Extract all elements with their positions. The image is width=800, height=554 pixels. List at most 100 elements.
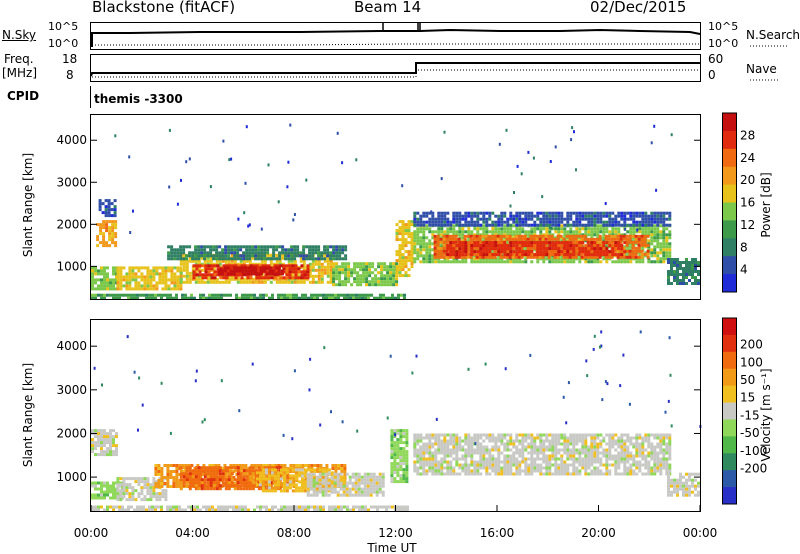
power-cbar-tick: 28 (740, 128, 755, 142)
velocity-speckle (670, 424, 673, 428)
power-speckle (336, 131, 339, 135)
velocity-speckle (291, 437, 294, 441)
velocity-blob (91, 505, 409, 512)
power-blob (667, 258, 700, 285)
power-speckle (532, 156, 535, 160)
velocity-speckle (141, 403, 144, 407)
power-speckle (248, 223, 251, 227)
power-cbar-swatch (722, 220, 736, 239)
power-cbar-swatch (722, 166, 736, 186)
power-speckle (650, 141, 653, 145)
velocity-cbar-swatch (722, 419, 736, 437)
power-speckle (228, 158, 231, 162)
velocity-speckle (484, 362, 487, 366)
power-speckle (129, 231, 132, 234)
date-title: 02/Dec/2015 (590, 0, 687, 16)
power-speckle (230, 157, 233, 161)
power-speckle (571, 126, 574, 130)
velocity-cbar-tick: -200 (740, 462, 767, 476)
power-speckle (341, 161, 344, 165)
time-xtick-label: 16:00 (480, 526, 515, 540)
velocity-speckle (251, 362, 254, 366)
velocity-cbar-swatch (722, 368, 736, 387)
velocity-cbar-swatch (722, 318, 736, 336)
velocity-speckle (282, 433, 285, 437)
power-blob (446, 241, 627, 257)
power-blob (332, 262, 399, 287)
velocity-speckle (194, 379, 197, 383)
velocity-speckle (169, 431, 172, 435)
velocity-ytick-label: 4000 (56, 339, 87, 353)
velocity-speckle (220, 379, 223, 383)
velocity-speckle (309, 357, 312, 361)
power-speckle (653, 124, 656, 128)
velocity-cbar-tick: -50 (740, 426, 760, 440)
velocity-cbar-label: Velocity [m s⁻¹] (759, 368, 773, 461)
power-cbar-label: Power [dB] (759, 172, 773, 237)
velocity-speckle (604, 380, 607, 384)
nave-tick-low: 0 (708, 68, 716, 82)
power-speckle (132, 209, 134, 213)
velocity-speckle (93, 366, 96, 370)
power-speckle (548, 225, 551, 229)
velocity-blob (413, 433, 672, 476)
velocity-cbar-tick: 100 (740, 355, 763, 369)
velocity-speckle (586, 374, 589, 378)
velocity-speckle (667, 399, 670, 403)
power-speckle (237, 217, 240, 221)
velocity-speckle (669, 373, 672, 377)
power-speckle (513, 191, 515, 194)
power-cbar-swatch (722, 256, 736, 275)
power-speckle (509, 204, 512, 208)
power-blob (217, 266, 284, 276)
power-speckle (604, 202, 607, 205)
nsky-tick-low: 10^0 (48, 37, 79, 50)
beam-title: Beam 14 (354, 0, 422, 16)
velocity-cbar-tick: -100 (740, 444, 767, 458)
nave-label: Nave (746, 62, 777, 76)
power-speckle (293, 213, 296, 216)
power-ytick-label: 4000 (56, 133, 87, 147)
velocity-speckle (201, 420, 204, 424)
power-speckle (277, 200, 280, 204)
power-ylabel: Slant Range [km] (21, 153, 35, 257)
velocity-speckle (126, 335, 129, 339)
power-speckle (267, 163, 270, 167)
station-title: Blackstone (fitACF) (92, 0, 236, 16)
velocity-speckle (138, 376, 141, 380)
velocity-speckle (593, 334, 596, 338)
power-speckle (286, 185, 289, 189)
velocity-speckle (585, 359, 588, 363)
power-cbar-swatch (722, 184, 736, 203)
time-xtick-label: 08:00 (277, 526, 312, 540)
power-speckle (305, 178, 308, 182)
velocity-blob (667, 472, 700, 497)
nsearch-trace (92, 43, 700, 46)
velocity-cbar-swatch (722, 487, 736, 505)
power-speckle (289, 123, 292, 127)
nsky-tick-high: 10^5 (48, 20, 79, 33)
power-cbar-tick: 16 (740, 196, 755, 210)
time-xtick-label: 12:00 (378, 526, 413, 540)
power-speckle (244, 181, 247, 185)
power-blob (96, 220, 118, 248)
cpid-label: CPID (7, 89, 40, 103)
nsearch-tick-low: 10^0 (708, 37, 739, 50)
power-speckle (245, 125, 248, 129)
nave-tick-high: 60 (708, 52, 724, 66)
power-blob (167, 245, 348, 261)
power-speckle (498, 142, 501, 146)
velocity-speckle (203, 418, 206, 422)
power-cbar-swatch (722, 238, 736, 257)
power-cbar-tick: 20 (740, 173, 755, 187)
power-speckle (443, 130, 446, 134)
power-speckle (114, 134, 117, 138)
power-speckle (636, 228, 639, 232)
velocity-speckle (601, 398, 604, 402)
velocity-ylabel: Slant Range [km] (21, 363, 35, 467)
power-cbar-tick: 24 (740, 151, 755, 165)
power-speckle (655, 188, 658, 192)
velocity-speckle (319, 423, 322, 427)
power-cbar-swatch (722, 202, 736, 221)
velocity-speckle (195, 369, 198, 373)
